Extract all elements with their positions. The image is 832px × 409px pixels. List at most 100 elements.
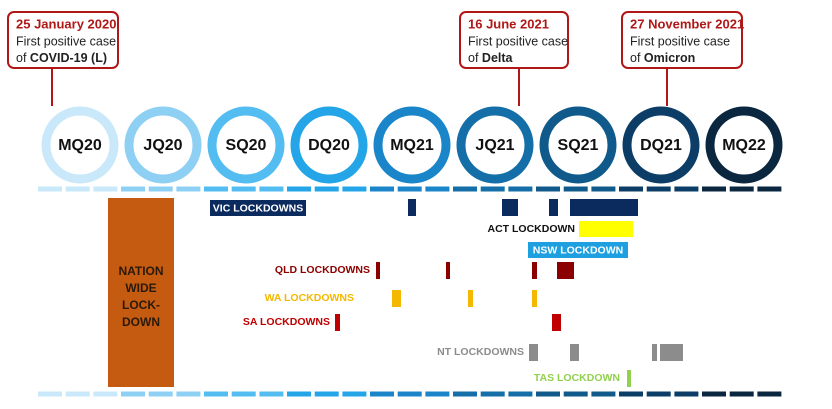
- timeline-segment: [536, 391, 560, 397]
- quarter-circle: [41, 106, 119, 184]
- vic-bar: [408, 199, 416, 216]
- callout-date: 27 November 2021: [630, 16, 744, 31]
- tas-bar: [627, 370, 631, 387]
- timeline-segment: [619, 186, 643, 192]
- timeline-segment: [508, 186, 533, 192]
- timeline-segment: [259, 186, 284, 192]
- nsw-label: NSW LOCKDOWN: [533, 244, 623, 256]
- timeline-segment: [757, 186, 782, 192]
- callout-text: of COVID-19 (L): [16, 51, 107, 65]
- timeline-segment: [148, 186, 173, 192]
- timeline-segment: [38, 391, 62, 397]
- act-bar: [579, 221, 633, 237]
- nationwide-label: NATION: [118, 264, 163, 278]
- qld-bar: [557, 262, 574, 279]
- timeline-segment: [342, 391, 367, 397]
- qld-bar: [376, 262, 380, 279]
- timeline-segment: [287, 186, 311, 192]
- callout-prefix: of: [468, 51, 479, 65]
- timeline-segment: [757, 391, 782, 397]
- timeline-segment: [646, 186, 671, 192]
- timeline-segment: [93, 186, 118, 192]
- callout-box: [7, 11, 119, 69]
- timeline-segment: [563, 186, 588, 192]
- timeline-segment: [619, 391, 643, 397]
- quarter-circle: [207, 106, 285, 184]
- nt-bar: [660, 344, 683, 361]
- callout-text: First positive case: [16, 34, 116, 48]
- wa-bar: [392, 290, 401, 307]
- callout-variant: Delta: [482, 51, 514, 65]
- callout-prefix: of: [16, 51, 27, 65]
- vic-label: VIC LOCKDOWNS: [213, 202, 303, 214]
- quarter-circle: [290, 106, 368, 184]
- quarter-circle: [705, 106, 783, 184]
- nationwide-label: WIDE: [125, 281, 156, 295]
- timeline-segment: [148, 391, 173, 397]
- timeline-segment: [93, 391, 118, 397]
- timeline-segment: [674, 391, 699, 397]
- callout-text: First positive case: [630, 34, 730, 48]
- callout-prefix: of: [630, 51, 641, 65]
- sa-bar: [335, 314, 340, 331]
- quarter-circle: [622, 106, 700, 184]
- nt-label: NT LOCKDOWNS: [437, 346, 524, 358]
- quarter-label: SQ20: [226, 137, 267, 154]
- timeline-segment: [342, 186, 367, 192]
- quarter-circle: [124, 106, 202, 184]
- timeline-segment: [563, 391, 588, 397]
- timeline-segment: [287, 391, 311, 397]
- callout-text: First positive case: [468, 34, 568, 48]
- timeline-segment: [121, 391, 145, 397]
- nt-bar: [652, 344, 657, 361]
- quarter-label: SQ21: [558, 137, 599, 154]
- nsw-bar: [528, 242, 628, 258]
- quarter-label: DQ20: [308, 137, 350, 154]
- timeline-segment: [729, 391, 754, 397]
- timeline-segment: [38, 186, 62, 192]
- vic-bar: [549, 199, 558, 216]
- timeline-segment: [480, 391, 505, 397]
- timeline-segment: [508, 391, 533, 397]
- timeline-segment: [453, 186, 477, 192]
- timeline-segment: [397, 186, 422, 192]
- timeline-segment: [176, 186, 201, 192]
- callout-text: of Delta: [468, 51, 514, 65]
- quarter-label: DQ21: [640, 137, 682, 154]
- timeline-segment: [204, 391, 228, 397]
- timeline-segment: [65, 391, 90, 397]
- timeline-segment: [204, 186, 228, 192]
- quarter-circle: [373, 106, 451, 184]
- timeline-segment: [729, 186, 754, 192]
- timeline-segment: [702, 391, 726, 397]
- callout-variant: Omicron: [644, 51, 695, 65]
- quarter-label: JQ21: [475, 137, 514, 154]
- timeline-segment: [65, 186, 90, 192]
- nt-bar: [529, 344, 538, 361]
- timeline-segment: [259, 391, 284, 397]
- timeline-segment: [121, 186, 145, 192]
- nationwide-label: LOCK-: [122, 298, 160, 312]
- timeline-segment: [536, 186, 560, 192]
- callout-variant: COVID-19 (L): [30, 51, 107, 65]
- sa-bar: [552, 314, 561, 331]
- nationwide-lockdown: [108, 198, 174, 387]
- callout-box: [459, 11, 569, 69]
- timeline-segment: [176, 391, 201, 397]
- timeline-segment: [591, 391, 616, 397]
- qld-bar: [532, 262, 537, 279]
- timeline-segment: [480, 186, 505, 192]
- callout-date: 25 January 2020: [16, 16, 116, 31]
- quarter-label: MQ20: [58, 137, 102, 154]
- vic-label-box: [210, 200, 306, 216]
- qld-label: QLD LOCKDOWNS: [275, 264, 370, 276]
- qld-bar: [446, 262, 450, 279]
- quarter-circle: [539, 106, 617, 184]
- timeline-segment: [453, 391, 477, 397]
- quarter-circle: [456, 106, 534, 184]
- sa-label: SA LOCKDOWNS: [243, 316, 330, 328]
- timeline-segment: [397, 391, 422, 397]
- timeline-segment: [425, 391, 450, 397]
- act-label: ACT LOCKDOWN: [488, 223, 576, 235]
- timeline-segment: [702, 186, 726, 192]
